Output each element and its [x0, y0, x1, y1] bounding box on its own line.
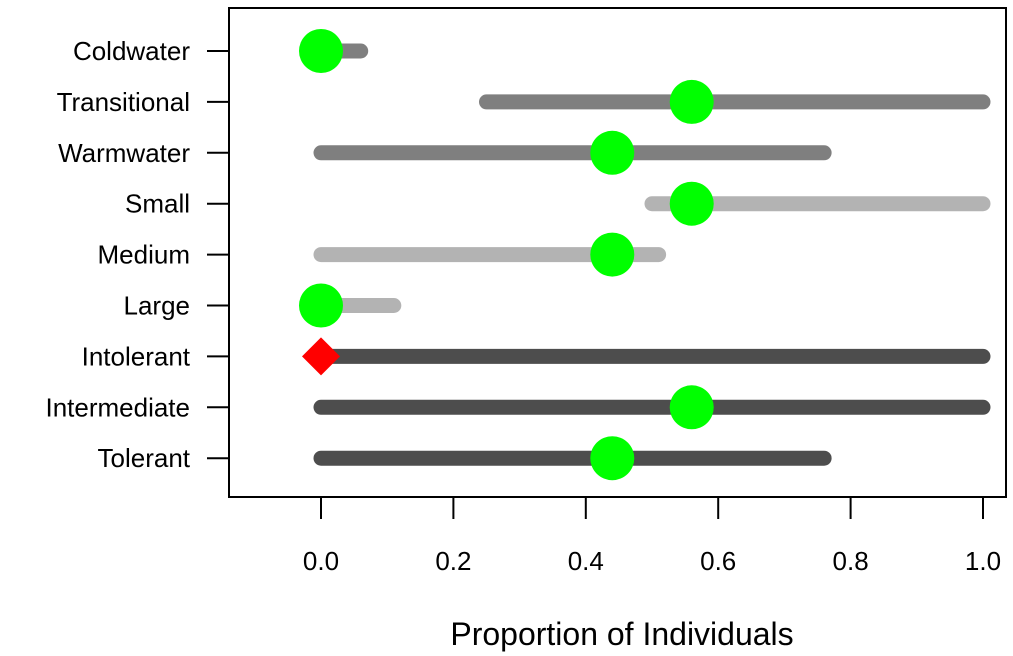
y-tick-label-small: Small: [125, 189, 190, 219]
x-tick-label-5: 1.0: [965, 546, 1001, 576]
y-tick-label-medium: Medium: [98, 240, 190, 270]
point-transitional: [669, 79, 714, 124]
y-tick-label-large: Large: [124, 291, 191, 321]
point-coldwater: [299, 29, 343, 73]
x-axis-title: Proportion of Individuals: [450, 616, 793, 652]
y-tick-label-coldwater: Coldwater: [73, 36, 190, 66]
plot-frame: [228, 7, 1007, 498]
point-small: [669, 181, 714, 226]
x-tick-label-4: 0.8: [833, 546, 869, 576]
y-tick-label-intolerant: Intolerant: [82, 341, 191, 371]
x-tick-label-0: 0.0: [303, 546, 339, 576]
point-intermediate: [669, 385, 714, 430]
point-tolerant: [590, 436, 635, 481]
x-tick-label-3: 0.6: [700, 546, 736, 576]
y-tick-label-intermediate: Intermediate: [45, 392, 190, 422]
point-warmwater: [590, 130, 635, 175]
y-tick-label-tolerant: Tolerant: [98, 443, 191, 473]
point-medium: [590, 232, 635, 277]
point-intolerant: [302, 337, 340, 376]
estimate-points: [299, 29, 714, 481]
x-tick-label-2: 0.4: [568, 546, 604, 576]
y-tick-label-transitional: Transitional: [57, 87, 190, 117]
x-tick-label-1: 0.2: [435, 546, 471, 576]
y-axis: Coldwater Transitional Warmwater Small Mediu…: [45, 36, 229, 473]
x-axis: 0.0 0.2 0.4 0.6 0.8 1.0: [303, 497, 1001, 576]
point-large: [299, 283, 343, 328]
range-bars: [313, 43, 991, 466]
y-tick-label-warmwater: Warmwater: [58, 138, 190, 168]
